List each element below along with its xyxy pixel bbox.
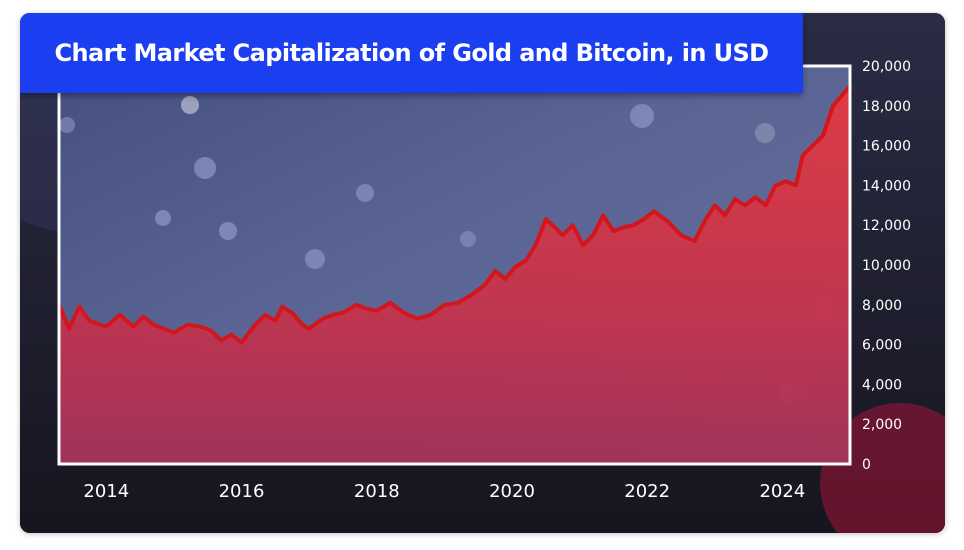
x-tick-label: 2016 <box>219 481 265 502</box>
y-tick-label: 4,000 <box>862 377 902 393</box>
x-tick-label: 2022 <box>624 481 670 502</box>
x-tick-label: 2020 <box>489 481 535 502</box>
series-line <box>59 83 850 345</box>
series-group <box>59 83 850 464</box>
x-tick-label: 2024 <box>759 481 805 502</box>
y-axis: 0 2,000 4,000 6,000 8,000 10,000 12,000 14,000 1… <box>862 59 911 473</box>
y-tick-label: 14,000 <box>862 178 911 194</box>
y-tick-label: 8,000 <box>862 298 902 314</box>
chart-card: 0 2,000 4,000 6,000 8,000 10,000 12,000 14,000 1… <box>20 13 945 533</box>
y-tick-label: 18,000 <box>862 99 911 115</box>
chart-canvas: 0 2,000 4,000 6,000 8,000 10,000 12,000 14,000 1… <box>20 13 945 533</box>
chart-title: Chart Market Capitalization of Gold and … <box>20 13 803 93</box>
y-tick-label: 16,000 <box>862 139 911 155</box>
x-tick-label: 2018 <box>354 481 400 502</box>
bokeh-light <box>305 249 325 269</box>
x-axis: 2014 2016 2018 2020 2022 2024 <box>83 481 805 502</box>
y-tick-label: 0 <box>862 457 871 473</box>
x-tick-label: 2014 <box>83 481 129 502</box>
bokeh-light <box>219 222 237 240</box>
y-tick-label: 20,000 <box>862 59 911 75</box>
bokeh-light <box>460 231 476 247</box>
bokeh-light <box>194 157 216 179</box>
bokeh-light <box>755 123 775 143</box>
y-tick-label: 2,000 <box>862 417 902 433</box>
bokeh-light <box>630 104 654 128</box>
y-tick-label: 10,000 <box>862 258 911 274</box>
series-area <box>59 85 850 464</box>
bokeh-light <box>59 117 75 133</box>
bokeh-light <box>181 96 199 114</box>
y-tick-label: 12,000 <box>862 218 911 234</box>
bokeh-light <box>155 210 171 226</box>
bokeh-light <box>356 184 374 202</box>
y-tick-label: 6,000 <box>862 338 902 354</box>
